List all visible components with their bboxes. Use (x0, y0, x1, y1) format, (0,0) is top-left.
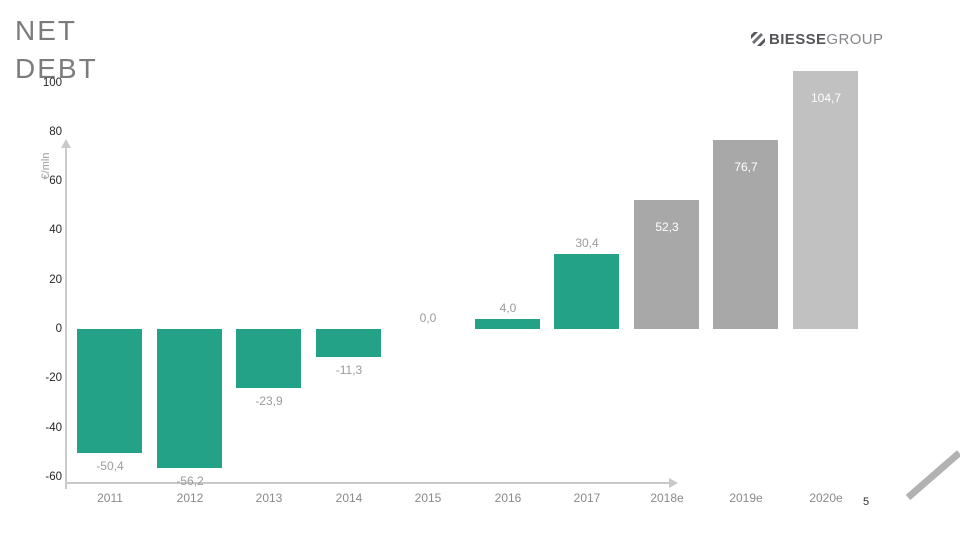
x-tick-2015: 2015 (414, 491, 442, 505)
logo-text-group: GROUP (826, 30, 884, 48)
x-tick-2020e: 2020e (809, 491, 843, 505)
x-tick-2011: 2011 (97, 491, 123, 505)
logo-text-biesse: BIESSE (769, 30, 827, 48)
y-axis-arrow-icon (61, 139, 71, 148)
y-tick-60: 60 (49, 175, 62, 187)
y-tick-0: 0 (55, 323, 62, 335)
x-axis-arrow-icon (669, 478, 678, 488)
page-title: NET DEBT (15, 15, 98, 84)
y-tick-80: 80 (49, 126, 62, 138)
y-tick-100: 100 (42, 77, 62, 89)
y-tick-40: 40 (49, 224, 62, 236)
y-tick--60: -60 (45, 471, 62, 483)
biesse-group-logo: BIESSE GROUP (751, 30, 884, 48)
x-tick-2014: 2014 (335, 491, 363, 505)
y-tick--20: -20 (45, 372, 62, 384)
value-label-2020e: 104,7 (810, 91, 842, 105)
x-axis-line (65, 482, 670, 484)
bar-2016 (475, 319, 540, 329)
y-axis-line (65, 147, 67, 489)
value-label-2012: -56,2 (176, 474, 204, 488)
value-label-2019e: 76,7 (734, 160, 758, 174)
x-tick-2019e: 2019e (729, 491, 763, 505)
y-tick--40: -40 (45, 422, 62, 434)
biesse-logo-icon (751, 32, 765, 46)
value-label-2016: 4,0 (499, 301, 517, 315)
x-tick-2017: 2017 (573, 491, 601, 505)
value-label-2011: -50,4 (96, 459, 124, 473)
value-label-2018e: 52,3 (655, 220, 679, 234)
bar-2019e (713, 140, 778, 329)
page-number: 5 (862, 496, 870, 508)
y-tick-20: 20 (49, 274, 62, 286)
bar-2014 (316, 329, 381, 357)
value-label-2014: -11,3 (335, 363, 363, 377)
bar-2011 (77, 329, 142, 453)
x-tick-2013: 2013 (255, 491, 283, 505)
bar-2020e (793, 71, 858, 329)
x-tick-2018e: 2018e (650, 491, 684, 505)
bar-2013 (236, 329, 301, 388)
bar-2017 (554, 254, 619, 329)
bar-2018e (634, 200, 699, 329)
value-label-2017: 30,4 (575, 236, 599, 250)
value-label-2013: -23,9 (255, 394, 283, 408)
x-tick-2012: 2012 (176, 491, 204, 505)
x-tick-2016: 2016 (494, 491, 522, 505)
bar-2012 (157, 329, 222, 468)
value-label-2015: 0,0 (419, 311, 437, 325)
